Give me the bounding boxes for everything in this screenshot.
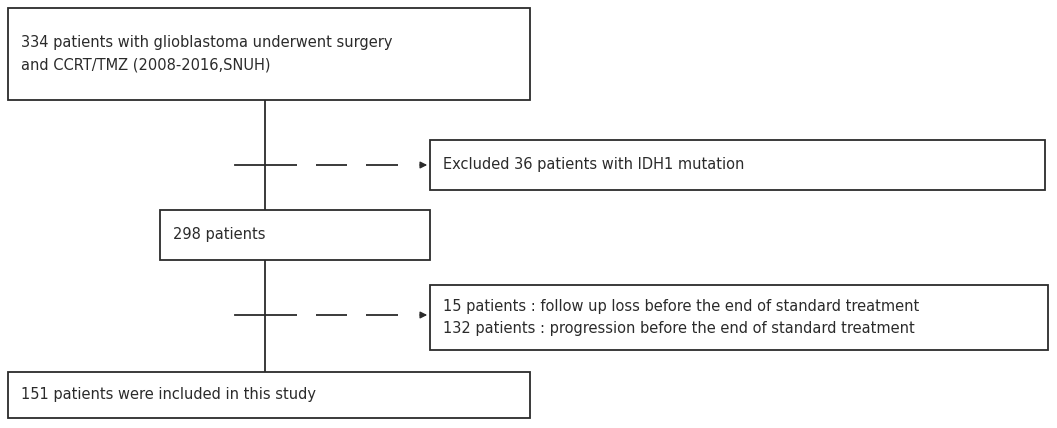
Text: 151 patients were included in this study: 151 patients were included in this study [21, 387, 316, 402]
FancyBboxPatch shape [430, 140, 1045, 190]
Text: 334 patients with glioblastoma underwent surgery
and CCRT/TMZ (2008-2016,SNUH): 334 patients with glioblastoma underwent… [21, 36, 392, 73]
Text: Excluded 36 patients with IDH1 mutation: Excluded 36 patients with IDH1 mutation [443, 158, 744, 172]
FancyBboxPatch shape [160, 210, 430, 260]
Text: 298 patients: 298 patients [172, 228, 265, 243]
Text: 15 patients : follow up loss before the end of standard treatment
132 patients :: 15 patients : follow up loss before the … [443, 299, 919, 336]
FancyBboxPatch shape [8, 372, 530, 418]
FancyBboxPatch shape [430, 285, 1047, 350]
FancyBboxPatch shape [8, 8, 530, 100]
